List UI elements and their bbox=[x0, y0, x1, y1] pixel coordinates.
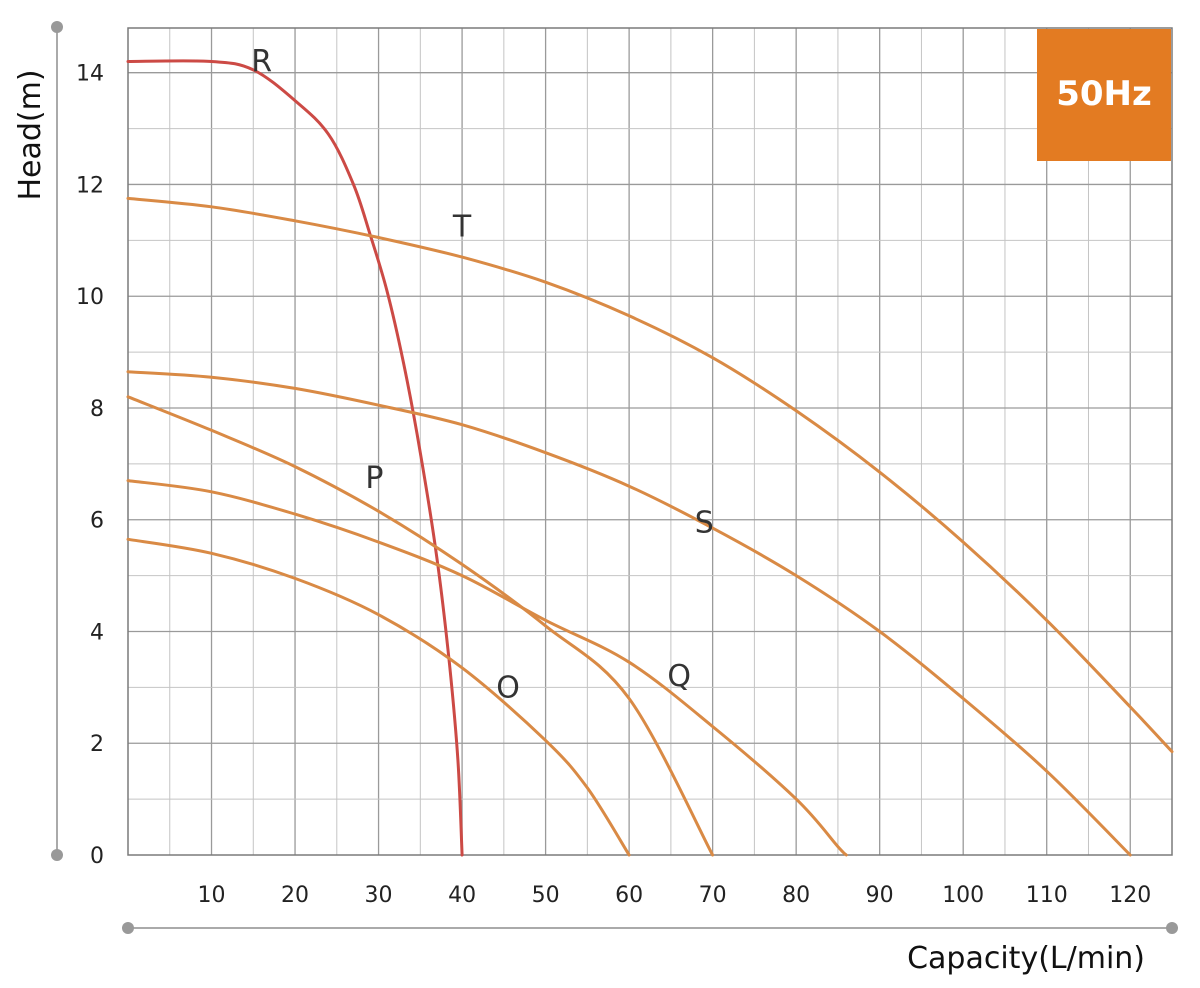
y-tick-label: 8 bbox=[90, 397, 104, 422]
x-tick-label: 80 bbox=[782, 883, 810, 908]
curve-label-t: T bbox=[452, 209, 472, 244]
x-tick-label: 100 bbox=[942, 883, 984, 908]
curve-labels: R T P S Q O bbox=[251, 45, 714, 706]
y-tick-label: 6 bbox=[90, 509, 104, 534]
x-tick-label: 90 bbox=[866, 883, 894, 908]
axes bbox=[51, 21, 1178, 934]
y-axis-rail-end bbox=[51, 21, 63, 33]
frequency-badge-background bbox=[1037, 29, 1171, 161]
curve-p bbox=[126, 395, 715, 857]
y-tick-label: 0 bbox=[90, 844, 104, 869]
x-axis-title: Capacity(L/min) bbox=[907, 941, 1145, 976]
x-tick-label: 70 bbox=[699, 883, 727, 908]
curve-label-r: R bbox=[251, 45, 272, 80]
x-tick-label: 110 bbox=[1026, 883, 1068, 908]
curve-t bbox=[126, 196, 1174, 754]
frequency-badge-label: 50Hz bbox=[1056, 74, 1152, 114]
y-axis-title: Head(m) bbox=[13, 69, 48, 200]
x-tick-label: 50 bbox=[532, 883, 560, 908]
x-tick-label: 40 bbox=[448, 883, 476, 908]
y-tick-label: 14 bbox=[76, 62, 104, 87]
curve-q bbox=[126, 479, 848, 857]
curve-label-p: P bbox=[365, 461, 383, 496]
plot-frame bbox=[127, 27, 1173, 856]
series-lines bbox=[126, 59, 1174, 857]
curve-label-q: Q bbox=[667, 659, 691, 694]
x-axis-rail-end bbox=[122, 922, 134, 934]
curve-r bbox=[126, 59, 464, 857]
grid bbox=[127, 27, 1173, 856]
x-tick-label: 30 bbox=[365, 883, 393, 908]
x-tick-label: 20 bbox=[281, 883, 309, 908]
frequency-badge: 50Hz bbox=[1037, 29, 1171, 161]
x-tick-label: 60 bbox=[615, 883, 643, 908]
x-axis-rail-end bbox=[1166, 922, 1178, 934]
tick-labels: 10 20 30 40 50 60 70 80 90 100 110 120 0 2 4 6 8 10 12 14 bbox=[76, 62, 1151, 908]
y-tick-label: 12 bbox=[76, 173, 104, 198]
curve-o bbox=[126, 537, 631, 857]
x-tick-label: 10 bbox=[198, 883, 226, 908]
curve-label-o: O bbox=[496, 670, 520, 705]
y-tick-label: 4 bbox=[90, 620, 104, 645]
curve-s bbox=[126, 370, 1132, 857]
curve-label-s: S bbox=[695, 506, 714, 541]
y-tick-label: 10 bbox=[76, 285, 104, 310]
y-axis-rail-end bbox=[51, 849, 63, 861]
axis-titles: Head(m) Capacity(L/min) bbox=[13, 69, 1145, 976]
y-tick-label: 2 bbox=[90, 732, 104, 757]
x-tick-label: 120 bbox=[1109, 883, 1151, 908]
